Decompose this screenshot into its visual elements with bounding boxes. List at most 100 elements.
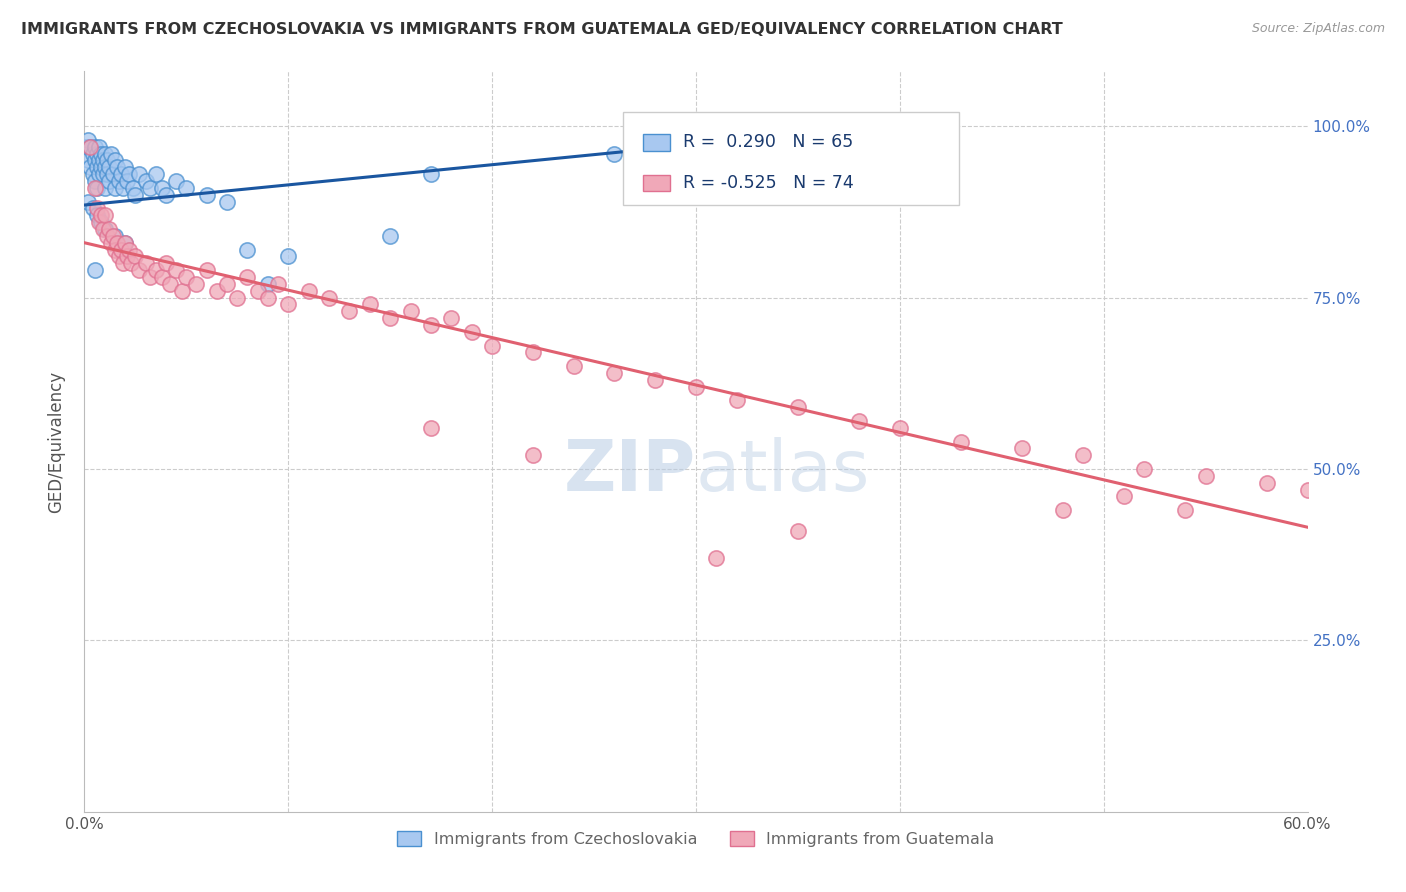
Point xyxy=(90,215,112,229)
Point xyxy=(91,167,114,181)
Point xyxy=(155,256,177,270)
Point xyxy=(124,187,146,202)
Point xyxy=(83,174,105,188)
Point xyxy=(461,325,484,339)
Point xyxy=(155,187,177,202)
Point xyxy=(236,270,259,285)
Point xyxy=(359,297,381,311)
Point xyxy=(86,146,108,161)
Point xyxy=(138,270,160,285)
Point xyxy=(135,256,157,270)
Point xyxy=(118,243,141,257)
Point xyxy=(93,181,115,195)
Point xyxy=(93,161,115,175)
Point xyxy=(104,228,127,243)
Point xyxy=(848,414,870,428)
Point xyxy=(97,222,120,236)
Y-axis label: GED/Equivalency: GED/Equivalency xyxy=(48,370,66,513)
Point xyxy=(82,202,104,216)
Point xyxy=(172,284,194,298)
Point xyxy=(186,277,208,291)
Point xyxy=(108,250,131,264)
Point xyxy=(114,161,136,175)
Point xyxy=(481,338,503,352)
Point xyxy=(87,167,110,181)
Point xyxy=(118,167,141,181)
Point xyxy=(1011,442,1033,456)
Point xyxy=(889,421,911,435)
Point xyxy=(91,222,114,236)
Point xyxy=(257,277,280,291)
Point xyxy=(644,373,666,387)
Text: IMMIGRANTS FROM CZECHOSLOVAKIA VS IMMIGRANTS FROM GUATEMALA GED/EQUIVALENCY CORR: IMMIGRANTS FROM CZECHOSLOVAKIA VS IMMIGR… xyxy=(21,22,1063,37)
Point xyxy=(1052,503,1074,517)
Point xyxy=(1114,489,1136,503)
Point xyxy=(104,181,127,195)
Point xyxy=(93,222,115,236)
Point xyxy=(766,126,789,140)
Point xyxy=(112,256,135,270)
Point xyxy=(79,140,101,154)
Point xyxy=(77,194,100,209)
Point xyxy=(1073,448,1095,462)
Point xyxy=(257,291,280,305)
Point xyxy=(135,174,157,188)
Point xyxy=(562,359,585,373)
Point xyxy=(112,181,135,195)
Point xyxy=(1174,503,1197,517)
Point xyxy=(101,167,124,181)
Point xyxy=(90,208,112,222)
Point xyxy=(298,284,321,298)
Point xyxy=(128,167,150,181)
Point xyxy=(420,167,443,181)
Point xyxy=(100,235,122,250)
Point xyxy=(165,263,187,277)
Point xyxy=(83,153,105,168)
Point xyxy=(87,215,110,229)
Point xyxy=(1195,468,1218,483)
Point xyxy=(217,194,239,209)
Point xyxy=(104,243,127,257)
Legend: Immigrants from Czechoslovakia, Immigrants from Guatemala: Immigrants from Czechoslovakia, Immigran… xyxy=(392,827,1000,852)
Point xyxy=(195,187,218,202)
Point xyxy=(138,181,160,195)
Point xyxy=(318,291,340,305)
Point xyxy=(217,277,239,291)
Point xyxy=(205,284,228,298)
Point xyxy=(110,243,132,257)
Point xyxy=(725,393,748,408)
Point xyxy=(277,250,299,264)
Point xyxy=(77,133,100,147)
Point xyxy=(97,161,120,175)
Point xyxy=(97,174,120,188)
Point xyxy=(108,174,131,188)
Text: R =  0.290   N = 65: R = 0.290 N = 65 xyxy=(682,134,853,152)
Point xyxy=(165,174,187,188)
Point xyxy=(145,263,167,277)
Point xyxy=(79,161,101,175)
Point xyxy=(75,140,97,154)
Point xyxy=(115,250,138,264)
Point xyxy=(706,551,728,566)
Point xyxy=(174,181,197,195)
Point xyxy=(96,228,118,243)
Text: R = -0.525   N = 74: R = -0.525 N = 74 xyxy=(682,174,853,192)
Point xyxy=(420,318,443,332)
Point xyxy=(145,167,167,181)
Point xyxy=(159,277,181,291)
Point xyxy=(93,146,115,161)
Point xyxy=(120,256,142,270)
Point xyxy=(87,140,110,154)
Point xyxy=(114,235,136,250)
Point xyxy=(380,228,402,243)
Point xyxy=(277,297,299,311)
Point xyxy=(420,421,443,435)
Bar xyxy=(644,135,671,151)
Point xyxy=(787,401,810,415)
Text: Source: ZipAtlas.com: Source: ZipAtlas.com xyxy=(1251,22,1385,36)
Point xyxy=(399,304,422,318)
Point xyxy=(236,243,259,257)
Text: atlas: atlas xyxy=(696,437,870,506)
Point xyxy=(82,167,104,181)
Point xyxy=(86,202,108,216)
